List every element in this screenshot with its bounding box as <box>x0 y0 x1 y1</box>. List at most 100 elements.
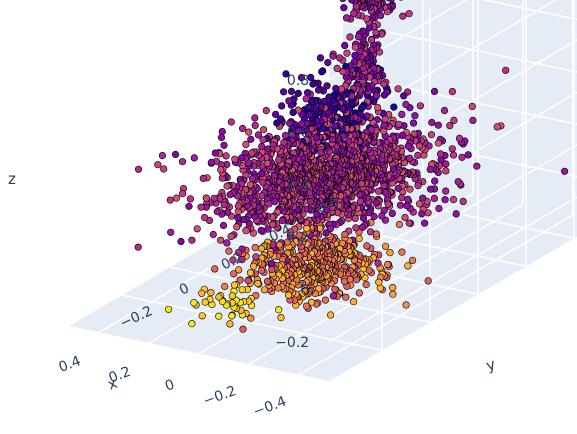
data-point <box>398 131 407 139</box>
data-point <box>384 200 392 208</box>
data-point <box>280 88 288 96</box>
data-point <box>219 221 228 230</box>
data-point <box>358 180 366 188</box>
data-point <box>230 270 238 278</box>
data-point <box>211 149 219 157</box>
data-point <box>188 320 196 328</box>
data-point <box>198 289 206 297</box>
data-point <box>333 64 341 72</box>
data-point <box>418 210 426 218</box>
data-point <box>427 185 435 193</box>
data-point <box>455 134 464 142</box>
data-point <box>401 213 409 222</box>
data-point <box>430 194 439 202</box>
data-point <box>289 108 297 116</box>
data-point <box>386 249 394 257</box>
data-point <box>406 185 414 193</box>
data-point <box>359 214 368 222</box>
data-point <box>389 284 397 292</box>
data-point <box>327 311 335 319</box>
data-point <box>245 128 253 136</box>
data-point <box>254 279 262 288</box>
data-point <box>398 248 406 256</box>
data-point <box>459 197 467 205</box>
data-point <box>246 181 254 189</box>
data-point <box>134 243 142 251</box>
y-axis-title: y <box>484 355 498 375</box>
data-point <box>239 325 247 333</box>
data-point <box>178 158 187 166</box>
data-point <box>226 191 234 199</box>
data-point <box>281 131 290 140</box>
data-point <box>454 178 462 186</box>
data-point <box>185 202 193 210</box>
x-tick-label: −0.4 <box>251 394 289 421</box>
data-point <box>380 121 388 129</box>
data-point <box>223 182 231 190</box>
data-point <box>411 112 419 120</box>
data-point <box>250 262 258 270</box>
data-point <box>207 158 215 166</box>
data-point <box>308 298 316 306</box>
data-point <box>404 262 412 270</box>
z-tick-label: −0.2 <box>275 335 309 351</box>
data-point <box>258 266 266 275</box>
z-tick-label: 0.8 <box>287 73 309 89</box>
data-point <box>363 242 371 250</box>
data-point <box>436 150 445 158</box>
data-point <box>348 0 356 4</box>
data-point <box>400 92 408 100</box>
data-point <box>226 320 234 328</box>
data-point <box>158 152 166 160</box>
data-point <box>234 214 242 222</box>
data-point <box>227 232 235 240</box>
x-tick-label: 0.4 <box>57 353 83 376</box>
data-point <box>274 284 282 292</box>
data-point <box>373 92 381 100</box>
grid-lines <box>98 0 577 376</box>
data-point <box>251 244 259 252</box>
data-point <box>430 87 439 95</box>
data-point <box>375 187 383 195</box>
data-point <box>464 151 472 159</box>
data-point <box>193 225 201 233</box>
data-point <box>235 249 243 257</box>
data-point <box>268 265 276 274</box>
data-point <box>165 305 173 313</box>
data-point <box>217 236 225 244</box>
data-point <box>235 266 243 274</box>
data-point <box>493 123 501 131</box>
data-point <box>358 103 366 111</box>
data-point <box>403 202 411 210</box>
data-point <box>282 70 290 78</box>
data-point <box>341 230 349 239</box>
data-point <box>389 290 397 298</box>
data-point <box>350 298 358 306</box>
data-point <box>380 91 389 99</box>
data-point <box>322 229 330 237</box>
data-point <box>363 15 371 23</box>
data-point <box>318 68 326 76</box>
data-point <box>374 259 382 267</box>
data-point <box>295 231 303 239</box>
data-point <box>502 66 510 74</box>
data-point <box>419 194 427 202</box>
data-point <box>431 177 439 185</box>
data-point <box>449 151 458 159</box>
data-point <box>213 208 221 216</box>
data-point <box>389 165 398 173</box>
data-point <box>375 278 383 286</box>
x-grid-line <box>298 214 574 376</box>
data-point <box>309 80 317 88</box>
data-point <box>351 51 359 60</box>
data-point <box>448 145 456 153</box>
data-point <box>404 142 412 150</box>
data-point <box>416 102 425 110</box>
x-tick-label: 0 <box>163 377 177 395</box>
data-point <box>395 120 403 128</box>
data-point <box>380 127 388 135</box>
data-point <box>331 285 339 293</box>
data-point <box>248 175 256 183</box>
data-point <box>398 110 406 118</box>
